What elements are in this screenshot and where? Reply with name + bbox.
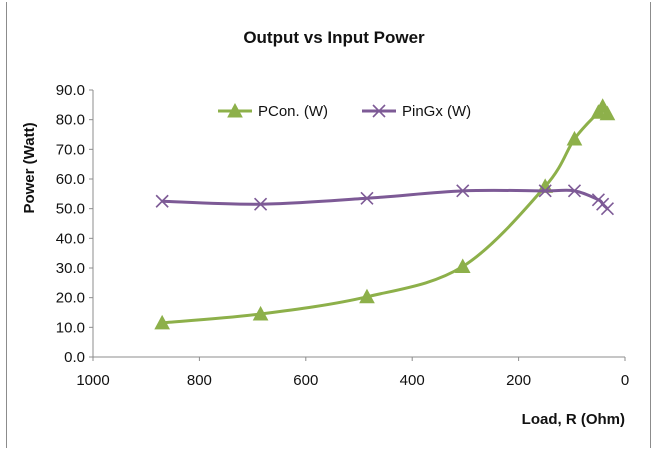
series-pcon	[154, 98, 616, 330]
x-tick-label: 1000	[76, 372, 109, 389]
y-tick-label: 90.0	[56, 82, 85, 99]
y-axis-title: Power (Watt)	[21, 122, 38, 213]
data-point	[600, 202, 615, 216]
legend-item: PinGx (W)	[362, 103, 471, 120]
y-tick-label: 10.0	[56, 319, 85, 336]
x-tick-label: 600	[293, 372, 318, 389]
data-point	[155, 194, 169, 208]
data-point	[252, 305, 269, 321]
legend-item: PCon. (W)	[218, 102, 328, 120]
data-point	[254, 197, 268, 211]
legend-marker	[372, 104, 386, 118]
chart-title: Output vs Input Power	[243, 28, 425, 47]
series-layer	[154, 98, 616, 330]
data-point	[567, 184, 582, 198]
series-pingx	[155, 184, 615, 216]
chart-frame	[6, 2, 651, 448]
x-tick-label: 800	[187, 372, 212, 389]
data-point	[456, 184, 470, 198]
data-point	[566, 130, 583, 146]
data-point	[154, 314, 170, 330]
y-tick-label: 50.0	[56, 201, 85, 218]
data-point	[360, 191, 374, 205]
data-point	[599, 105, 616, 121]
legend: PCon. (W) PinGx (W)	[218, 102, 471, 120]
y-tick-label: 30.0	[56, 260, 85, 277]
y-tick-label: 40.0	[56, 230, 85, 247]
legend-label: PinGx (W)	[402, 103, 471, 120]
data-point	[454, 258, 471, 274]
data-point	[538, 184, 552, 198]
x-tick-label: 200	[506, 372, 531, 389]
y-tick-label: 20.0	[56, 290, 85, 307]
y-tick-label: 80.0	[56, 112, 85, 129]
legend-marker	[227, 102, 243, 118]
y-tick-labels: 0.0 10.0 20.0 30.0 40.0 50.0 60.0 70.0 80.0 90.0	[56, 82, 93, 366]
x-axis-title: Load, R (Ohm)	[522, 411, 625, 428]
x-tick-label: 400	[400, 372, 425, 389]
y-tick-label: 70.0	[56, 141, 85, 158]
x-tick-labels: 1000 800 600 400 200 0	[76, 357, 629, 389]
y-tick-label: 0.0	[64, 349, 85, 366]
y-tick-label: 60.0	[56, 171, 85, 188]
series-line	[162, 104, 609, 325]
data-point	[359, 288, 375, 304]
data-point	[537, 178, 554, 193]
legend-label: PCon. (W)	[258, 103, 328, 120]
x-tick-label: 0	[621, 372, 629, 389]
